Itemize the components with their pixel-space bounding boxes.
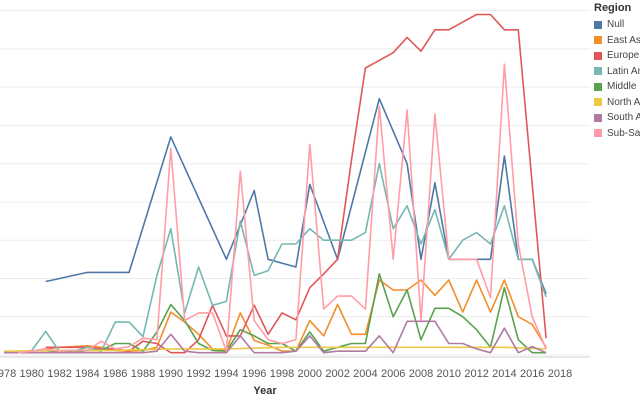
- legend-items: Null East Asia & Pacific Europe & Central …: [594, 17, 640, 141]
- x-tick-label: 2002: [325, 368, 349, 380]
- x-tick-label: 1980: [20, 368, 44, 380]
- legend-swatch: [594, 51, 602, 60]
- series-line-europe-central-asia[interactable]: [45, 13, 547, 354]
- legend-swatch: [594, 113, 602, 122]
- x-tick-label: 1978: [0, 368, 16, 380]
- legend-label: Europe & Central Asia: [607, 50, 640, 62]
- x-tick-label: 1998: [270, 368, 294, 380]
- x-tick-label: 2008: [409, 368, 433, 380]
- legend-item[interactable]: North America: [594, 95, 640, 111]
- legend-item[interactable]: East Asia & Pacific: [594, 33, 640, 49]
- series-line-latin-america-caribbean[interactable]: [17, 162, 547, 354]
- series-line-sub-saharan-africa[interactable]: [17, 63, 547, 354]
- x-tick-label: 2006: [381, 368, 405, 380]
- legend-label: North America: [607, 96, 640, 108]
- x-tick-label: 1994: [214, 368, 238, 380]
- legend-swatch: [594, 36, 602, 45]
- legend-item[interactable]: South Asia: [594, 110, 640, 126]
- x-tick-label: 2000: [298, 368, 322, 380]
- series-lines: [3, 13, 547, 354]
- gridlines: [0, 10, 590, 358]
- x-tick-label: 1990: [159, 368, 183, 380]
- x-tick-label: 2016: [520, 368, 544, 380]
- legend-label: Null: [607, 19, 625, 31]
- x-tick-label: 1996: [242, 368, 266, 380]
- legend-swatch: [594, 82, 602, 91]
- series-line-north-america[interactable]: [3, 346, 547, 352]
- legend: Region Null East Asia & Pacific Europe & C…: [594, 2, 640, 141]
- legend-label: Middle East & North Africa: [607, 81, 640, 93]
- x-tick-label: 2012: [464, 368, 488, 380]
- x-tick-label: 1988: [131, 368, 155, 380]
- x-tick-label: 2014: [492, 368, 516, 380]
- legend-item[interactable]: Sub-Saharan Africa: [594, 126, 640, 142]
- x-tick-label: 2010: [437, 368, 461, 380]
- legend-item[interactable]: Middle East & North Africa: [594, 79, 640, 95]
- legend-swatch: [594, 129, 602, 138]
- x-tick-label: 1986: [103, 368, 127, 380]
- legend-label: Sub-Saharan Africa: [607, 127, 640, 139]
- legend-label: Latin America & Caribbean: [607, 65, 640, 77]
- x-tick-label: 1992: [186, 368, 210, 380]
- legend-label: South Asia: [607, 112, 640, 124]
- legend-item[interactable]: Latin America & Caribbean: [594, 64, 640, 80]
- series-line-null[interactable]: [45, 97, 547, 295]
- legend-label: East Asia & Pacific: [607, 34, 640, 46]
- series-line-south-asia[interactable]: [4, 320, 547, 354]
- legend-swatch: [594, 20, 602, 29]
- legend-swatch: [594, 98, 602, 107]
- legend-item[interactable]: Europe & Central Asia: [594, 48, 640, 64]
- x-tick-label: 2018: [548, 368, 572, 380]
- x-tick-label: 1982: [47, 368, 71, 380]
- x-axis-title: Year: [253, 385, 277, 397]
- legend-item[interactable]: Null: [594, 17, 640, 33]
- x-tick-label: 2004: [353, 368, 377, 380]
- legend-swatch: [594, 67, 602, 76]
- legend-title: Region: [594, 2, 632, 14]
- x-tick-label: 1984: [75, 368, 99, 380]
